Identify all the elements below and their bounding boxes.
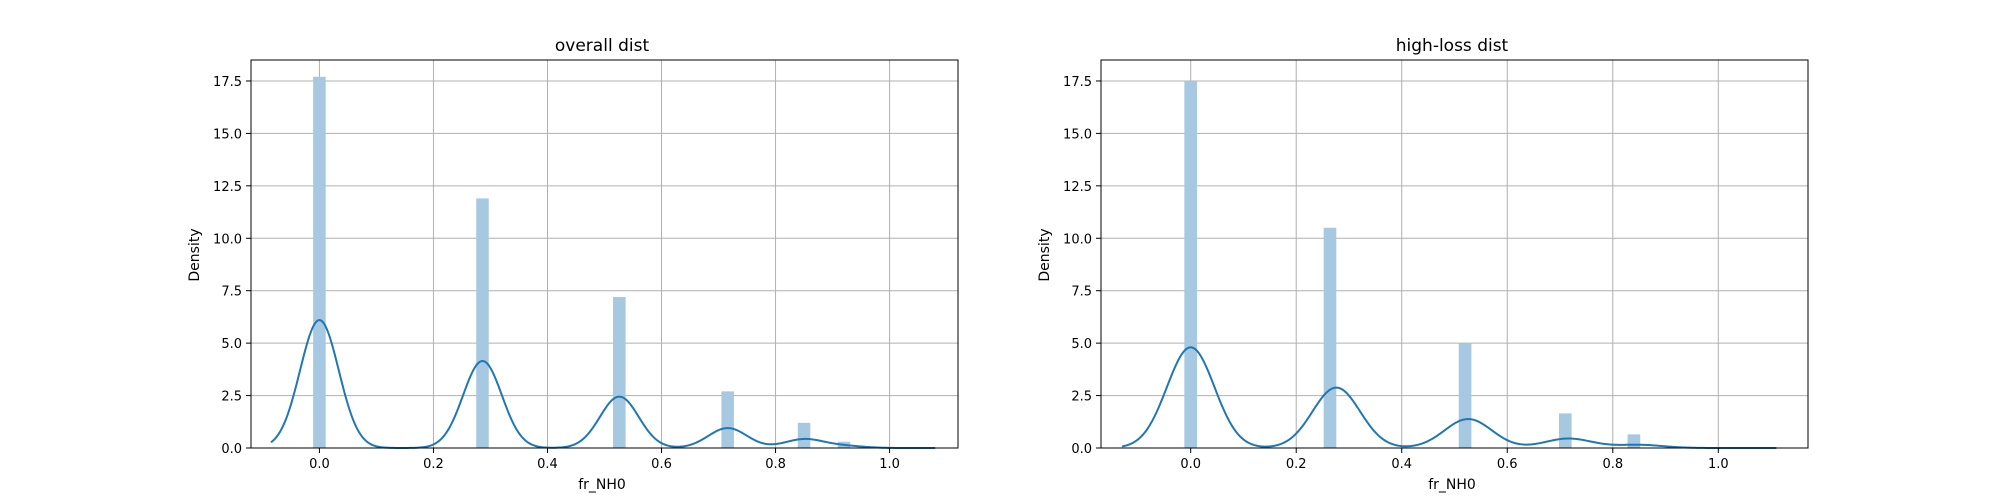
y-axis-label: Density [1037,228,1053,281]
x-tick-label: 0.6 [1497,457,1518,472]
x-axis-label: fr_NH0 [1428,477,1476,493]
x-tick-label: 0.6 [651,457,672,472]
x-tick-label: 1.0 [879,457,900,472]
x-tick-label: 0.8 [1602,457,1623,472]
histogram-bar [1627,434,1641,448]
y-tick-label: 5.0 [1071,337,1092,352]
histogram-bar [1323,227,1337,448]
y-tick-label: 2.5 [221,390,242,405]
chart-title: overall dist [555,36,650,56]
histogram-bars [1184,80,1641,449]
histogram-bar [1558,413,1572,448]
x-ticks: 0.0 0.2 0.4 0.6 0.8 1.0 [309,448,900,472]
kde-curve [270,319,936,449]
x-tick-label: 0.0 [309,457,330,472]
chart-title: high-loss dist [1396,36,1509,56]
y-tick-label: 0.0 [1071,442,1092,457]
histogram-bar [721,391,734,448]
y-tick-label: 7.5 [1071,285,1092,300]
histogram-bar [1184,80,1198,449]
y-tick-label: 5.0 [221,337,242,352]
y-tick-label: 2.5 [1071,390,1092,405]
plot-frame [1100,59,1809,449]
x-tick-label: 0.4 [537,457,558,472]
y-tick-label: 0.0 [221,442,242,457]
chart-overall-dist: overall dist fr_NH0 Density 0.0 0.2 0.4 0.6… [187,36,959,493]
y-tick-label: 12.5 [1063,180,1092,195]
x-tick-label: 0.4 [1391,457,1412,472]
y-tick-label: 10.0 [213,232,242,247]
grid [1101,60,1808,449]
x-tick-label: 0.2 [1286,457,1307,472]
x-tick-label: 1.0 [1708,457,1729,472]
y-tick-label: 15.0 [1063,127,1092,142]
chart-high-loss-dist: high-loss dist fr_NH0 Density 0.0 0.2 0.4 0… [1037,36,1809,493]
y-tick-label: 17.5 [213,75,242,90]
x-ticks: 0.0 0.2 0.4 0.6 0.8 1.0 [1180,448,1729,472]
plot-frame [250,59,959,449]
y-axis-label: Density [187,228,203,281]
kde-curve-layer [1121,346,1777,449]
histogram-bar [797,422,811,448]
y-tick-label: 7.5 [221,285,242,300]
y-tick-label: 12.5 [213,180,242,195]
y-ticks: 0.0 2.5 5.0 7.5 10.0 12.5 15.0 17.5 [213,75,251,457]
y-tick-label: 15.0 [213,127,242,142]
grid [251,60,958,449]
y-ticks: 0.0 2.5 5.0 7.5 10.0 12.5 15.0 17.5 [1063,75,1101,457]
histogram-bar [613,296,626,448]
y-tick-label: 10.0 [1063,232,1092,247]
histogram-bar [313,76,326,448]
y-tick-label: 17.5 [1063,75,1092,90]
histogram-bar [476,198,489,448]
x-axis-label: fr_NH0 [578,477,626,493]
kde-curve-layer [270,319,936,449]
x-tick-label: 0.0 [1180,457,1201,472]
kde-curve [1121,346,1777,449]
histogram-bars [313,76,851,448]
x-tick-label: 0.2 [423,457,444,472]
x-tick-label: 0.8 [765,457,786,472]
histogram-bar [1458,343,1472,448]
